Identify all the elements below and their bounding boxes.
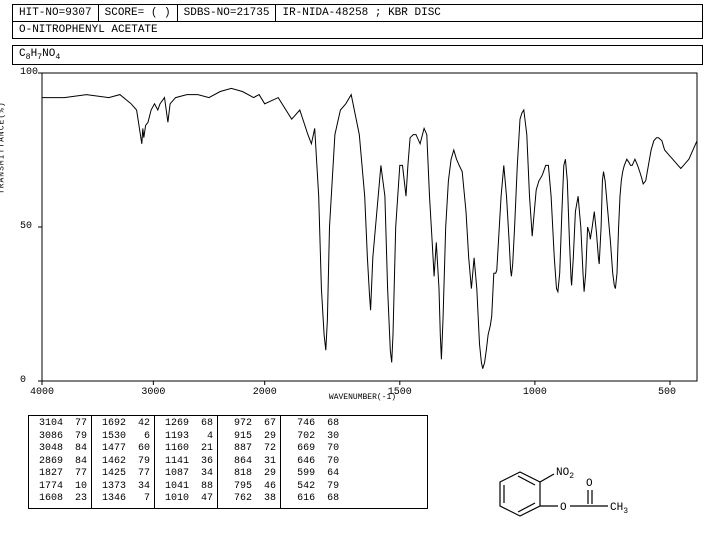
y-axis-label: TRANSMITTANCE(%) <box>0 101 7 194</box>
peak-row: 616 68 <box>285 493 339 506</box>
peak-row: 1141 36 <box>159 456 213 469</box>
peak-row: 972 67 <box>222 418 276 431</box>
peak-row: 1774 10 <box>33 481 87 494</box>
x-tick-label: 3000 <box>141 387 165 398</box>
sdbs-no-cell: SDBS-NO=21735 <box>178 5 277 21</box>
peak-row: 669 70 <box>285 443 339 456</box>
score-cell: SCORE= ( ) <box>99 5 178 21</box>
peak-row: 1373 34 <box>96 481 150 494</box>
ir-spectrum-chart: TRANSMITTANCE(%) 050100 4000300020001500… <box>22 67 703 405</box>
formula: C8H7NO4 <box>12 45 703 65</box>
ch3-label: CH3 <box>610 502 628 516</box>
peak-row: 3104 77 <box>33 418 87 431</box>
peak-row: 1346 7 <box>96 493 150 506</box>
y-tick-label: 0 <box>20 375 26 386</box>
peaks-column: 1692 42 1530 6 1477 60 1462 79 1425 77 1… <box>92 416 155 508</box>
peak-row: 818 29 <box>222 468 276 481</box>
peaks-column: 972 67 915 29 887 72 864 31 818 29 795 4… <box>218 416 281 508</box>
x-tick-label: 1500 <box>388 387 412 398</box>
peaks-table: 3104 77 3086 79 3048 84 2869 84 1827 77 … <box>28 415 428 509</box>
peak-row: 1041 88 <box>159 481 213 494</box>
peaks-column: 3104 77 3086 79 3048 84 2869 84 1827 77 … <box>29 416 92 508</box>
x-tick-label: 1000 <box>523 387 547 398</box>
peak-row: 1608 23 <box>33 493 87 506</box>
peak-row: 1160 21 <box>159 443 213 456</box>
peak-row: 915 29 <box>222 431 276 444</box>
peak-row: 1193 4 <box>159 431 213 444</box>
ir-info-cell: IR-NIDA-48258 ; KBR DISC <box>276 5 702 21</box>
y-tick-label: 100 <box>20 67 38 78</box>
peak-row: 1425 77 <box>96 468 150 481</box>
peak-row: 1462 79 <box>96 456 150 469</box>
peak-row: 542 79 <box>285 481 339 494</box>
peak-row: 864 31 <box>222 456 276 469</box>
peak-row: 1087 34 <box>159 468 213 481</box>
peaks-column: 1269 68 1193 4 1160 21 1141 36 1087 34 1… <box>155 416 218 508</box>
peak-row: 1530 6 <box>96 431 150 444</box>
peak-row: 795 46 <box>222 481 276 494</box>
peak-row: 1692 42 <box>96 418 150 431</box>
no2-label: NO2 <box>556 467 574 481</box>
peak-row: 3048 84 <box>33 443 87 456</box>
y-tick-label: 50 <box>20 221 32 232</box>
peaks-column: 746 68 702 30 669 70 646 70 599 64 542 7… <box>281 416 343 508</box>
spectrum-plot <box>22 67 702 387</box>
x-axis-label: WAVENUMBER(-1) <box>22 393 703 402</box>
x-tick-label: 500 <box>658 387 676 398</box>
peak-row: 702 30 <box>285 431 339 444</box>
header-row: HIT-NO=9307 SCORE= ( ) SDBS-NO=21735 IR-… <box>12 4 703 22</box>
peak-row: 1010 47 <box>159 493 213 506</box>
dbl-o-label: O <box>586 478 593 490</box>
peak-row: 887 72 <box>222 443 276 456</box>
peak-row: 762 38 <box>222 493 276 506</box>
compound-name: O-NITROPHENYL ACETATE <box>12 22 703 39</box>
hit-no-cell: HIT-NO=9307 <box>13 5 99 21</box>
peak-row: 746 68 <box>285 418 339 431</box>
o-label: O <box>560 502 567 514</box>
x-tick-label: 4000 <box>30 387 54 398</box>
peak-row: 2869 84 <box>33 456 87 469</box>
peak-row: 599 64 <box>285 468 339 481</box>
molecular-structure: NO2 O O CH3 <box>470 460 650 545</box>
peak-row: 1269 68 <box>159 418 213 431</box>
peak-row: 646 70 <box>285 456 339 469</box>
peak-row: 1827 77 <box>33 468 87 481</box>
x-tick-label: 2000 <box>253 387 277 398</box>
peak-row: 3086 79 <box>33 431 87 444</box>
peak-row: 1477 60 <box>96 443 150 456</box>
